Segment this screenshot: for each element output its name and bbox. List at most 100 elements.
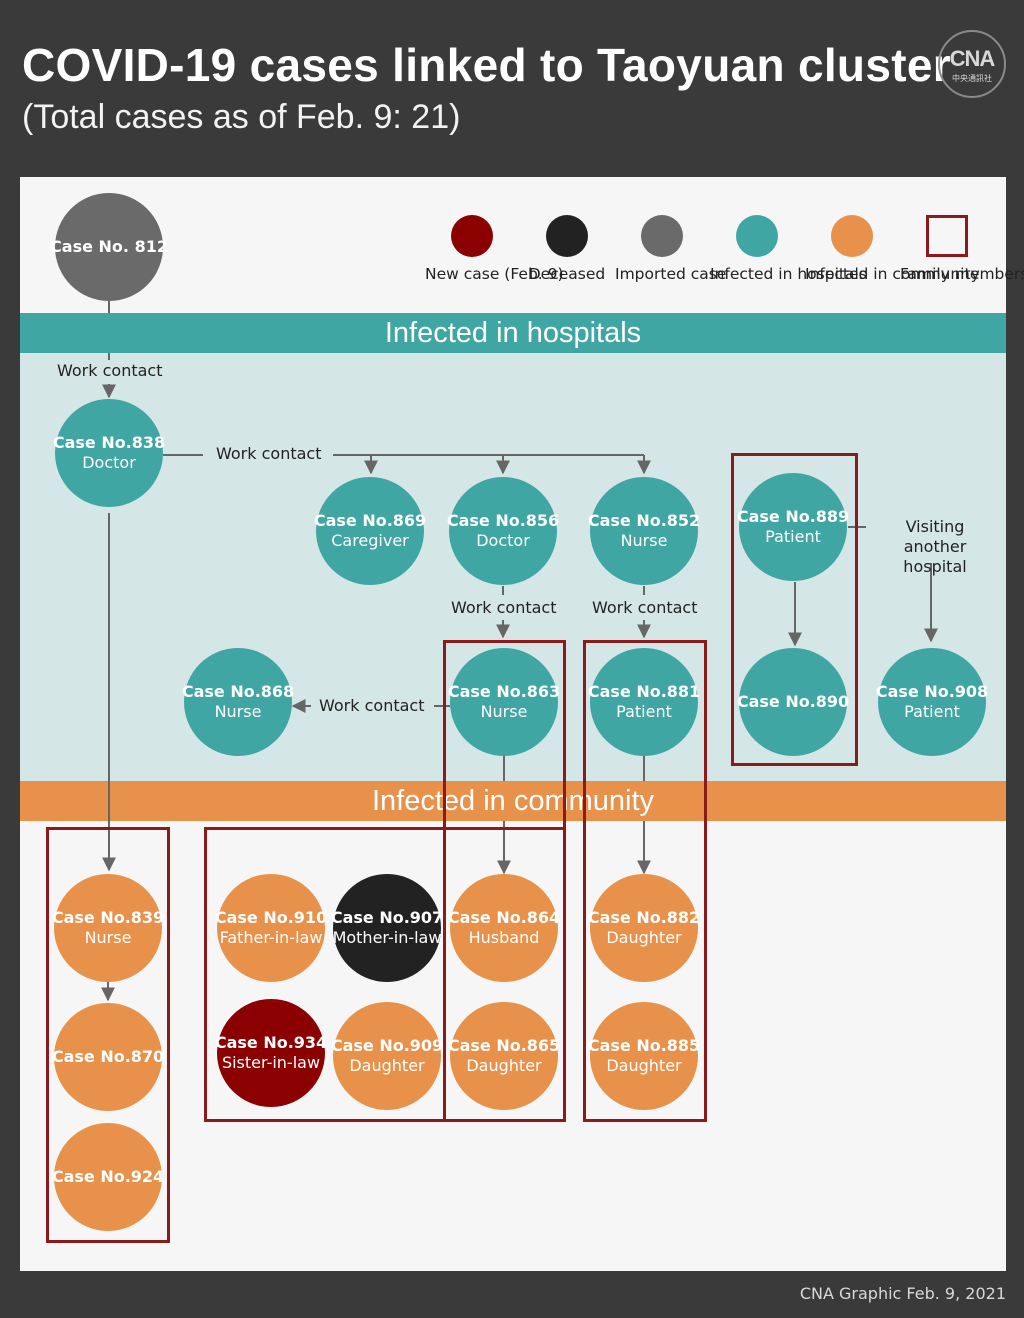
legend-hospital: Infected in hospitals <box>710 215 867 284</box>
case-869-node: Case No.869 Caregiver <box>313 477 427 585</box>
cna-logo: CNA 中央通訊社 <box>938 30 1006 98</box>
case-889-role: Patient <box>765 527 821 546</box>
case-863-name: Case No.863 <box>447 682 561 701</box>
label-work-contact-838: Work contact <box>216 444 322 463</box>
legend-new-case-label: New case (Feb. 9) <box>425 265 564 283</box>
case-908-role: Patient <box>904 702 960 721</box>
case-839-node: Case No.839 Nurse <box>51 874 165 982</box>
case-856-role: Doctor <box>476 531 530 550</box>
case-907-role: Mother-in-law <box>332 928 442 947</box>
legend-deceased: Deceased <box>520 215 614 284</box>
case-868-role: Nurse <box>214 702 262 721</box>
case-881-node: Case No.881 Patient <box>587 648 701 756</box>
label-work-contact-856: Work contact <box>451 598 557 617</box>
case-863-node: Case No.863 Nurse <box>447 648 561 756</box>
case-865-role: Daughter <box>466 1056 542 1075</box>
case-852-node: Case No.852 Nurse <box>587 477 701 585</box>
page-title: COVID-19 cases linked to Taoyuan cluster <box>22 39 951 91</box>
case-889-name: Case No.889 <box>736 507 850 526</box>
diagram-panel: Infected in hospitals Infected in commun… <box>20 177 1024 1271</box>
legend-hospital-label: Infected in hospitals <box>710 265 867 283</box>
case-838-name: Case No.838 <box>52 433 166 452</box>
legend-community-dot <box>831 215 873 257</box>
case-908-node: Case No.908 Patient <box>875 648 989 756</box>
connector-lines <box>101 301 938 1002</box>
legend-community-label: Infected in community <box>805 265 980 283</box>
case-839-name: Case No.839 <box>51 908 165 927</box>
case-864-role: Husband <box>468 928 540 947</box>
legend-family-label: Family members <box>900 265 1024 283</box>
legend-imported-label: Imported case <box>615 265 727 283</box>
case-863-role: Nurse <box>480 702 528 721</box>
case-908-name: Case No.908 <box>875 682 989 701</box>
graphic-credit: CNA Graphic Feb. 9, 2021 <box>799 1284 1006 1303</box>
case-868-name: Case No.868 <box>181 682 295 701</box>
case-889-node: Case No.889 Patient <box>736 473 850 581</box>
section-band-community: Infected in community <box>20 781 1006 821</box>
legend-family-box <box>926 215 968 257</box>
case-882-role: Daughter <box>606 928 682 947</box>
label-work-contact-852: Work contact <box>592 598 698 617</box>
case-909-node: Case No.909 Daughter <box>330 1002 444 1110</box>
legend-family: Family members <box>900 215 1024 284</box>
legend-new-case: New case (Feb. 9) <box>425 215 564 284</box>
case-924-node: Case No.924 <box>51 1123 165 1231</box>
label-visiting-hospital: Visiting another hospital <box>903 517 967 576</box>
section-band-hospitals: Infected in hospitals <box>20 313 1006 353</box>
case-864-node: Case No.864 Husband <box>447 874 561 982</box>
case-869-role: Caregiver <box>331 531 409 550</box>
case-934-name: Case No.934 <box>214 1033 328 1052</box>
case-890-node: Case No.890 <box>736 648 850 756</box>
case-868-node: Case No.868 Nurse <box>181 648 295 756</box>
case-885-name: Case No.885 <box>587 1036 701 1055</box>
case-885-node: Case No.885 Daughter <box>587 1002 701 1110</box>
label-work-contact-863: Work contact <box>319 696 425 715</box>
case-910-node: Case No.910 Father-in-law <box>214 874 328 982</box>
case-839-role: Nurse <box>84 928 132 947</box>
legend-community: Infected in community <box>805 215 980 284</box>
family-box-889 <box>731 453 858 766</box>
logo-text: CNA <box>949 46 996 71</box>
case-924-name: Case No.924 <box>51 1167 165 1186</box>
logo-subtext: 中央通訊社 <box>952 74 992 83</box>
case-882-name: Case No.882 <box>587 908 701 927</box>
legend-hospital-dot <box>736 215 778 257</box>
case-934-node: Case No.934 Sister-in-law <box>214 999 328 1107</box>
family-box-863-relatives <box>204 827 566 1122</box>
case-852-role: Nurse <box>620 531 668 550</box>
case-865-name: Case No.865 <box>447 1036 561 1055</box>
legend-imported: Imported case <box>615 215 727 284</box>
case-856-name: Case No.856 <box>446 511 560 530</box>
case-852-name: Case No.852 <box>587 511 701 530</box>
case-870-name: Case No.870 <box>51 1047 165 1066</box>
case-812-node: Case No. 812 <box>50 193 168 301</box>
case-907-name: Case No.907 <box>330 908 444 927</box>
case-909-role: Daughter <box>349 1056 425 1075</box>
case-910-role: Father-in-law <box>219 928 323 947</box>
legend-deceased-label: Deceased <box>528 265 606 283</box>
case-881-name: Case No.881 <box>587 682 701 701</box>
case-838-role: Doctor <box>82 453 136 472</box>
case-870-node: Case No.870 <box>51 1003 165 1111</box>
case-812-name: Case No. 812 <box>50 237 168 256</box>
legend-new-case-dot <box>451 215 493 257</box>
case-864-name: Case No.864 <box>447 908 561 927</box>
case-881-role: Patient <box>616 702 672 721</box>
family-box-839 <box>46 827 170 1243</box>
family-box-881 <box>583 640 707 1122</box>
case-882-node: Case No.882 Daughter <box>587 874 701 982</box>
case-910-name: Case No.910 <box>214 908 328 927</box>
case-885-role: Daughter <box>606 1056 682 1075</box>
case-865-node: Case No.865 Daughter <box>447 1002 561 1110</box>
case-869-name: Case No.869 <box>313 511 427 530</box>
case-856-node: Case No.856 Doctor <box>446 477 560 585</box>
case-909-name: Case No.909 <box>330 1036 444 1055</box>
legend-deceased-dot <box>546 215 588 257</box>
case-934-role: Sister-in-law <box>221 1053 321 1072</box>
page-subtitle: (Total cases as of Feb. 9: 21) <box>22 98 461 136</box>
case-907-node: Case No.907 Mother-in-law <box>330 874 444 982</box>
case-890-name: Case No.890 <box>736 692 850 711</box>
case-838-node: Case No.838 Doctor <box>52 399 166 507</box>
label-work-contact-812: Work contact <box>57 361 163 380</box>
legend-imported-dot <box>641 215 683 257</box>
